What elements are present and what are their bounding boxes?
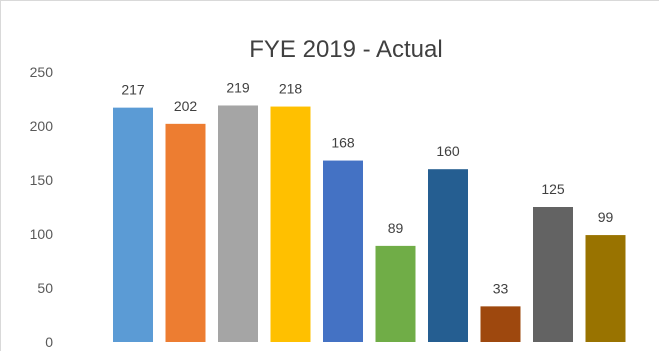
bar-value-label: 33 bbox=[493, 280, 509, 296]
bar bbox=[481, 306, 521, 342]
bar-value-label: 99 bbox=[598, 209, 614, 225]
y-tick-label: 200 bbox=[30, 118, 54, 134]
bars bbox=[113, 105, 626, 342]
bar-value-label: 217 bbox=[121, 82, 145, 98]
bar-value-label: 219 bbox=[226, 79, 250, 95]
bar bbox=[376, 246, 416, 342]
bar bbox=[166, 124, 206, 342]
bar-value-label: 202 bbox=[174, 98, 198, 114]
bar-value-label: 160 bbox=[436, 143, 460, 159]
bar-value-label: 125 bbox=[541, 181, 565, 197]
bar bbox=[428, 169, 468, 342]
bar bbox=[271, 107, 311, 342]
bar-value-label: 218 bbox=[279, 81, 303, 97]
bar bbox=[533, 207, 573, 342]
y-tick-label: 100 bbox=[30, 226, 54, 242]
bar-value-label: 89 bbox=[388, 220, 404, 236]
y-tick-label: 0 bbox=[45, 334, 53, 350]
bar-value-label: 168 bbox=[331, 135, 355, 151]
y-tick-label: 50 bbox=[37, 280, 53, 296]
bar bbox=[323, 161, 363, 342]
chart-title: FYE 2019 - Actual bbox=[249, 36, 442, 63]
y-tick-label: 150 bbox=[30, 172, 54, 188]
y-tick-label: 250 bbox=[30, 64, 54, 80]
bar bbox=[218, 105, 258, 342]
bar bbox=[586, 235, 626, 342]
bar bbox=[113, 108, 153, 342]
y-axis-ticks: 0 50 100 150 200 250 bbox=[30, 64, 54, 350]
